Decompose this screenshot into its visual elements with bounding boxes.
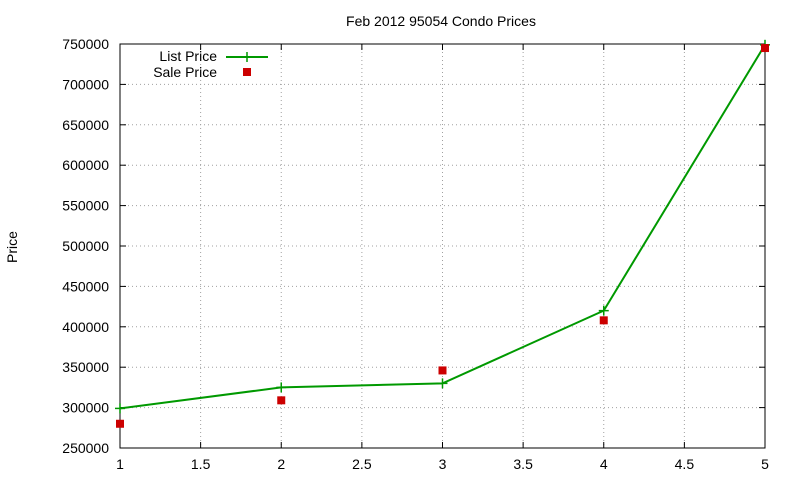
x-tick-label: 1.5 [191, 456, 211, 472]
y-tick-label: 500000 [62, 238, 109, 254]
y-tick-label: 550000 [62, 198, 109, 214]
y-tick-label: 450000 [62, 278, 109, 294]
x-tick-label: 4 [600, 456, 608, 472]
x-axis-ticks: 1 1.5 2 2.5 3 3.5 4 4.5 5 [116, 44, 769, 472]
legend-label-sale-price: Sale Price [153, 64, 217, 80]
list-price-point [598, 305, 609, 316]
legend-label-list-price: List Price [159, 48, 217, 64]
sale-price-point [599, 316, 608, 325]
y-tick-label: 400000 [62, 319, 109, 335]
list-price-line [119, 44, 766, 410]
y-tick-label: 600000 [62, 157, 109, 173]
chart-title: Feb 2012 95054 Condo Prices [346, 13, 536, 29]
x-tick-label: 2 [277, 456, 285, 472]
list-price-point [437, 378, 448, 389]
x-tick-label: 4.5 [675, 456, 695, 472]
series-layer [115, 39, 770, 428]
sale-price-point [116, 419, 124, 428]
plot-frame [119, 43, 766, 449]
x-tick-label: 3 [439, 456, 447, 472]
y-tick-label: 700000 [62, 76, 109, 92]
list-price-point [115, 403, 125, 414]
x-tick-label: 5 [761, 456, 769, 472]
sale-price-point [761, 44, 769, 53]
list-price-point [276, 382, 287, 393]
x-tick-label: 3.5 [513, 456, 533, 472]
y-tick-label: 250000 [62, 440, 109, 456]
legend-swatch-sale-square [243, 68, 251, 76]
y-tick-label: 300000 [62, 400, 109, 416]
sale-price-point [277, 396, 286, 405]
x-tick-label: 1 [116, 456, 124, 472]
y-axis-ticks: 250000 300000 350000 400000 450000 500000 5500… [62, 36, 765, 456]
sale-price-point [438, 366, 447, 375]
x-tick-label: 2.5 [352, 456, 372, 472]
y-axis-label: Price [4, 231, 20, 263]
y-tick-label: 350000 [62, 359, 109, 375]
y-tick-label: 650000 [62, 117, 109, 133]
y-tick-label: 750000 [62, 36, 109, 52]
